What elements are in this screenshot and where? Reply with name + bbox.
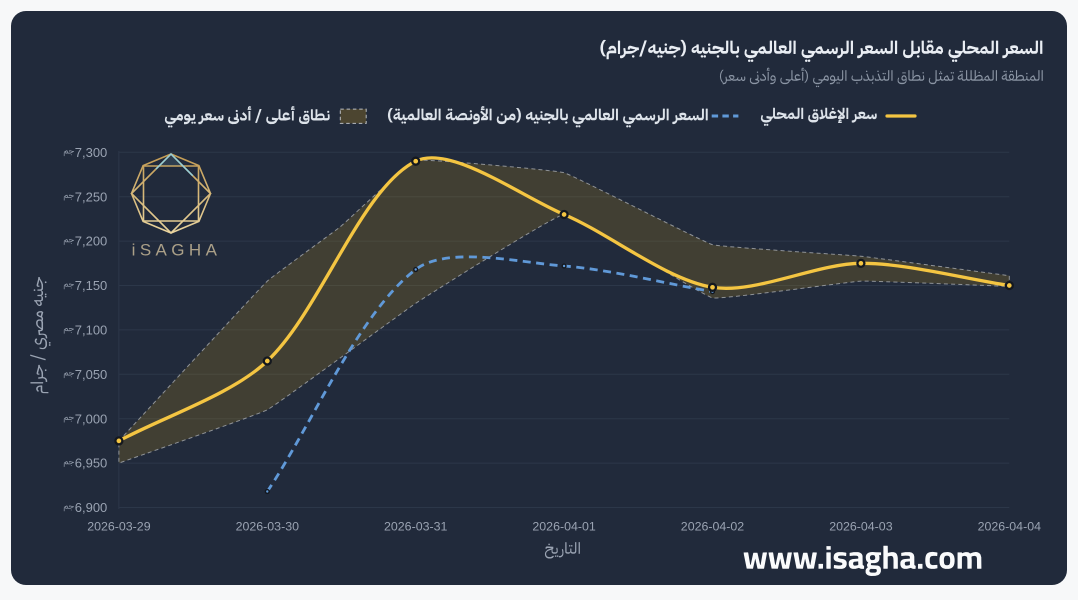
svg-text:6,950: 6,950 xyxy=(75,456,108,471)
svg-text:7,100: 7,100 xyxy=(75,323,108,338)
svg-text:2026-04-03: 2026-04-03 xyxy=(829,520,892,534)
svg-text:7,000: 7,000 xyxy=(75,411,108,426)
svg-text:iSAGHA: iSAGHA xyxy=(132,241,222,260)
svg-text:2026-04-02: 2026-04-02 xyxy=(681,520,744,534)
svg-text:7,250: 7,250 xyxy=(75,189,108,204)
svg-text:2026-03-31: 2026-03-31 xyxy=(384,520,447,534)
svg-text:7,050: 7,050 xyxy=(75,367,108,382)
svg-text:2026-04-01: 2026-04-01 xyxy=(532,520,595,534)
svg-text:2026-03-29: 2026-03-29 xyxy=(87,520,150,534)
svg-text:7,200: 7,200 xyxy=(75,234,108,249)
svg-text:7,300: 7,300 xyxy=(75,145,108,160)
svg-text:2026-04-04: 2026-04-04 xyxy=(978,520,1041,534)
svg-text:7,150: 7,150 xyxy=(75,278,108,293)
svg-text:2026-03-30: 2026-03-30 xyxy=(236,520,299,534)
svg-text:6,900: 6,900 xyxy=(75,500,108,515)
